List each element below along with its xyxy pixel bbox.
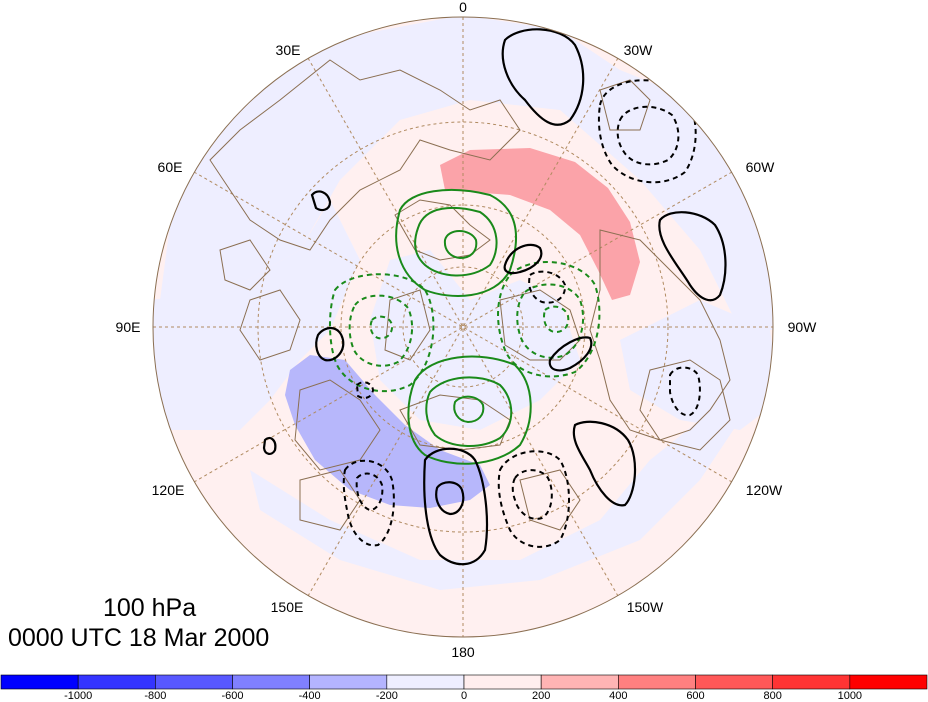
green-dashed-low-west-core [369, 315, 394, 340]
green-contour-high-bottom-outer [407, 355, 532, 465]
colorbar-swatch [540, 674, 619, 690]
lon-label-150e: 150E [271, 599, 304, 615]
black-contour-asia-small [310, 190, 332, 212]
lon-label-90e: 90E [116, 319, 141, 335]
green-contour-high-top-inner [443, 230, 478, 260]
colorbar-swatch [232, 674, 310, 690]
green-contour-high-top-middle [414, 206, 498, 277]
black-contour-left-mid [315, 327, 345, 362]
green-dashed-low-west-outer [328, 273, 435, 393]
lon-label-60w: 60W [746, 159, 776, 175]
black-dashed-contours [342, 79, 701, 548]
colorbar-swatch [772, 674, 851, 690]
colorbar-tick-label: -600 [221, 690, 243, 702]
green-contour-high-top-outer [395, 189, 517, 297]
colorbar-tick-label: -800 [144, 690, 166, 702]
colorbar-tick-label: 800 [763, 690, 781, 702]
lon-label-120w: 120W [746, 482, 783, 498]
black-dashed-bottom-right-outer [497, 450, 570, 548]
map-border [152, 16, 774, 638]
negative-anomaly-band [285, 355, 490, 508]
light-negative-region-north [160, 17, 773, 330]
colorbar-tick-label: 0 [461, 690, 467, 702]
green-contours [395, 189, 532, 465]
black-contour-small-right [548, 336, 593, 372]
lon-label-150w: 150W [627, 599, 664, 615]
black-contour-bottom-left-outer [423, 447, 489, 566]
green-dashed-low-west-inner [348, 294, 414, 367]
colorbar-tick-label: -400 [299, 690, 321, 702]
black-dashed-bottom-left-inner [355, 472, 384, 512]
light-negative-region-south [250, 380, 740, 590]
black-contour-bottom-right [572, 420, 637, 507]
lon-label-90w: 90W [788, 319, 818, 335]
green-contour-high-bottom-inner [453, 395, 485, 424]
black-dashed-top-right-inner [616, 105, 680, 166]
black-contour-top-right [501, 28, 585, 126]
colorbar: -1000 -800 -600 -400 -200 0 200 400 600 800 1000 [0, 674, 928, 702]
green-dashed-low-east-outer [497, 261, 601, 378]
positive-anomaly-band [440, 148, 640, 300]
green-dashed-low-east-core [543, 305, 570, 334]
black-dashed-bottom-left-outer [342, 459, 395, 547]
colorbar-swatch [386, 674, 465, 690]
light-negative-region-east [620, 300, 773, 430]
black-dashed-bottom-right-inner [511, 469, 553, 520]
black-contour-bottom-left-inner [435, 481, 465, 516]
colorbar-swatch [463, 674, 542, 690]
colorbar-tick-label: -1000 [64, 690, 92, 702]
black-dashed-top-right-outer [597, 79, 697, 184]
colorbar-swatch [849, 674, 928, 690]
colorbar-swatch [618, 674, 696, 690]
lon-label-120e: 120E [152, 482, 185, 498]
colorbar-swatch [309, 674, 388, 690]
colorbar-swatch [0, 674, 79, 690]
colorbar-tick-label: 1000 [838, 690, 862, 702]
title-pressure-level: 100 hPa [103, 594, 197, 622]
colorbar-swatch [77, 674, 156, 690]
black-dashed-center-east [528, 270, 567, 304]
lon-label-30e: 30E [276, 42, 301, 58]
colorbar-swatch [695, 674, 773, 690]
coastlines [209, 59, 731, 531]
green-contour-high-bottom-middle [425, 376, 513, 447]
lon-label-30w: 30W [624, 42, 654, 58]
black-contour-right-upper [658, 211, 727, 302]
black-contour-left-small [262, 436, 277, 455]
colorbar-swatch [155, 674, 233, 690]
title-timestamp: 0000 UTC 18 Mar 2000 [8, 624, 270, 652]
green-dashed-contours [328, 261, 601, 393]
black-contour-small-mid [503, 243, 543, 275]
black-contours [262, 28, 727, 566]
colorbar-tick-label: 400 [609, 690, 627, 702]
light-negative-region-west [153, 200, 360, 430]
colorbar-tick-label: 600 [686, 690, 704, 702]
meridians [153, 17, 773, 637]
black-dashed-center-west [355, 381, 375, 399]
lon-label-0: 0 [459, 0, 467, 15]
colorbar-tick-label: -200 [376, 690, 398, 702]
lon-label-60e: 60E [158, 159, 183, 175]
lon-label-180: 180 [451, 644, 475, 660]
colorbar-tick-label: 200 [532, 690, 550, 702]
